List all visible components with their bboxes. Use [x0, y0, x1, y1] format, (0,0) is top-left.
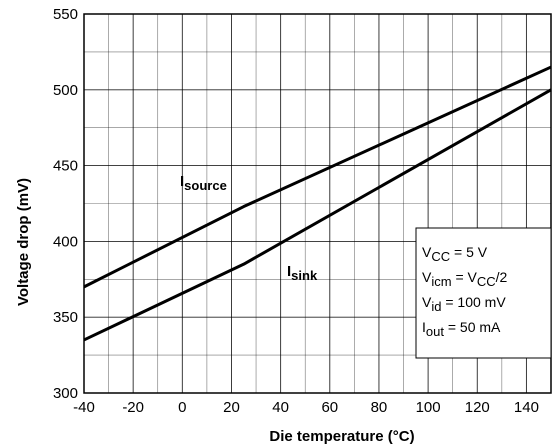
x-tick-label: 80	[371, 399, 388, 416]
x-tick-label: 40	[272, 399, 289, 416]
series-labels: Isource Isink	[180, 173, 318, 283]
grid-minor	[84, 14, 552, 393]
x-tick-label: 60	[321, 399, 338, 416]
y-tick-label: 550	[53, 6, 78, 23]
x-tick-label: 0	[178, 399, 186, 416]
series-label-sink: Isink	[287, 263, 318, 283]
x-tick-label: 120	[465, 399, 490, 416]
x-tick-label: -20	[122, 399, 144, 416]
plot-frame	[83, 13, 552, 394]
y-tick-label: 500	[53, 82, 78, 99]
y-axis-title: Voltage drop (mV)	[15, 178, 32, 306]
series-line-sink	[83, 88, 552, 342]
condition-line: Vicm = VCC/2	[422, 269, 508, 289]
series-label-source: Isource	[180, 173, 227, 193]
x-tick-label: 100	[416, 399, 441, 416]
y-tick-label: 300	[53, 385, 78, 402]
y-tick-label: 450	[53, 158, 78, 175]
condition-line: Vid = 100 mV	[422, 294, 506, 314]
conditions-box: VCC = 5 V Vicm = VCC/2 Vid = 100 mV Iout = …	[415, 227, 552, 359]
condition-line: VCC = 5 V	[422, 244, 488, 264]
y-tick-label: 350	[53, 309, 78, 326]
x-tick-label: -40	[73, 399, 95, 416]
y-tick-labels: 300 350 400 450 500 550	[53, 6, 78, 402]
x-tick-labels: -40 -20 0 20 40 60 80 100 120 140	[73, 399, 539, 416]
series-line-source	[83, 65, 552, 289]
series-layer	[83, 65, 552, 342]
x-tick-label: 140	[514, 399, 539, 416]
condition-line: Iout = 50 mA	[422, 319, 501, 339]
x-axis-title: Die temperature (°C)	[269, 428, 414, 445]
x-tick-label: 20	[223, 399, 240, 416]
conditions-box-frame	[415, 227, 552, 359]
y-tick-label: 400	[53, 233, 78, 250]
